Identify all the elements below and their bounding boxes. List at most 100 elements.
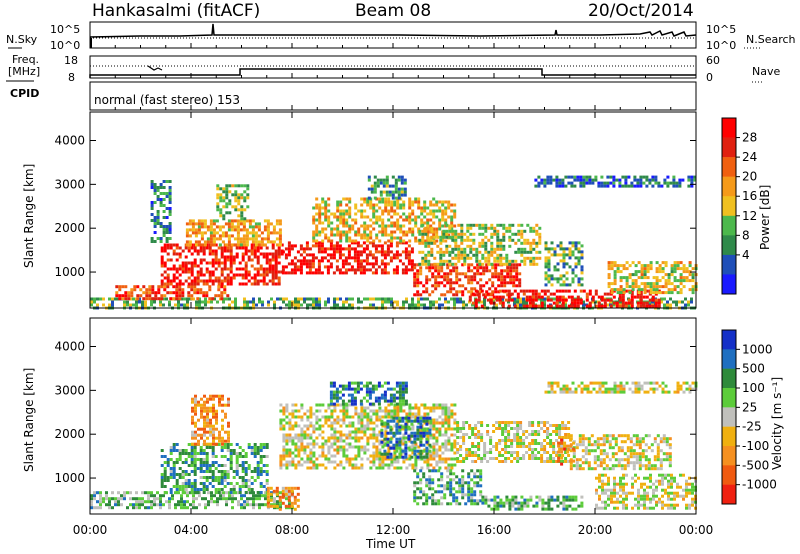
heatmap-cell (366, 200, 370, 204)
heatmap-cell (209, 394, 212, 398)
heatmap-cell (285, 433, 289, 437)
heatmap-cell (646, 276, 650, 280)
heatmap-cell (430, 229, 434, 233)
heatmap-cell (393, 454, 397, 458)
heatmap-cell (215, 225, 219, 229)
heatmap-cell (389, 452, 393, 456)
heatmap-cell (523, 247, 527, 251)
heatmap-cell (491, 290, 495, 294)
heatmap-cell (309, 412, 313, 416)
heatmap-cell (642, 301, 646, 305)
heatmap-cell (118, 285, 122, 289)
heatmap-cell (410, 247, 414, 251)
heatmap-cell (220, 261, 224, 265)
heatmap-cell (455, 266, 459, 270)
heatmap-cell (493, 232, 497, 236)
heatmap-cell (197, 433, 200, 437)
heatmap-cell (357, 233, 361, 237)
heatmap-cell (660, 297, 663, 301)
heatmap-cell (383, 262, 387, 266)
heatmap-cell (398, 402, 402, 406)
heatmap-cell (206, 237, 210, 241)
heatmap-cell (487, 238, 491, 242)
heatmap-cell (342, 197, 346, 201)
heatmap-cell (219, 187, 223, 191)
heatmap-cell (353, 402, 357, 406)
heatmap-cell (420, 297, 423, 301)
heatmap-cell (162, 228, 166, 231)
heatmap-cell (535, 262, 539, 266)
heatmap-cell (270, 297, 273, 301)
heatmap-cell (389, 455, 393, 459)
heatmap-cell (114, 497, 117, 501)
heatmap-cell (229, 276, 233, 280)
heatmap-cell (324, 209, 328, 213)
heatmap-cell (371, 241, 375, 245)
heatmap-cell (246, 500, 249, 504)
heatmap-cell (138, 503, 141, 507)
heatmap-cell (543, 184, 547, 188)
heatmap-cell (522, 292, 526, 296)
heatmap-cell (290, 492, 294, 496)
heatmap-cell (157, 285, 161, 289)
heatmap-cell (169, 449, 173, 452)
heatmap-cell (401, 271, 405, 275)
heatmap-cell (571, 244, 575, 248)
heatmap-cell (424, 229, 428, 233)
heatmap-cell (466, 253, 470, 257)
heatmap-cell (209, 442, 212, 446)
heatmap-cell (177, 503, 180, 507)
heatmap-cell (436, 235, 440, 239)
heatmap-cell (360, 209, 364, 213)
heatmap-cell (393, 300, 396, 304)
heatmap-cell (380, 271, 384, 275)
heatmap-cell (239, 228, 243, 232)
nsky-tick-top: 10^5 (50, 23, 81, 36)
heatmap-cell (205, 464, 209, 467)
heatmap-cell (606, 184, 610, 188)
heatmap-cell (544, 259, 548, 263)
heatmap-cell (673, 285, 677, 289)
heatmap-cell (427, 259, 431, 263)
heatmap-cell (503, 275, 507, 279)
heatmap-cell (464, 275, 468, 279)
heatmap-cell (220, 252, 224, 256)
heatmap-cell (174, 506, 177, 510)
heatmap-cell (336, 445, 340, 449)
heatmap-cell (453, 433, 457, 437)
heatmap-cell (217, 282, 221, 286)
heatmap-cell (461, 284, 465, 288)
heatmap-cell (321, 424, 325, 428)
heatmap-cell (327, 406, 331, 410)
heatmap-cell (552, 301, 556, 305)
heatmap-cell (247, 488, 251, 491)
heatmap-cell (658, 279, 662, 283)
heatmap-cell (303, 448, 307, 452)
heatmap-cell (546, 304, 550, 308)
heatmap-cell (369, 224, 373, 228)
heatmap-cell (219, 211, 223, 215)
heatmap-cell (318, 218, 322, 222)
heatmap-cell (414, 406, 418, 410)
heatmap-cell (407, 416, 411, 420)
heatmap-cell (561, 298, 565, 302)
heatmap-cell (241, 449, 245, 452)
heatmap-cell (555, 175, 559, 179)
heatmap-cell (241, 258, 245, 262)
heatmap-cell (664, 279, 668, 283)
heatmap-cell (414, 215, 418, 219)
heatmap-cell (123, 491, 126, 495)
heatmap-cell (505, 253, 509, 257)
heatmap-cell (426, 224, 430, 228)
heatmap-cell (241, 461, 245, 464)
heatmap-cell (645, 295, 649, 299)
heatmap-cell (281, 265, 285, 269)
heatmap-cell (490, 232, 494, 236)
heatmap-cell (380, 428, 384, 432)
heatmap-cell (431, 284, 435, 288)
heatmap-cell (220, 267, 224, 271)
heatmap-cell (184, 267, 188, 271)
heatmap-cell (160, 476, 164, 479)
heatmap-cell (96, 491, 99, 495)
heatmap-cell (443, 293, 447, 297)
